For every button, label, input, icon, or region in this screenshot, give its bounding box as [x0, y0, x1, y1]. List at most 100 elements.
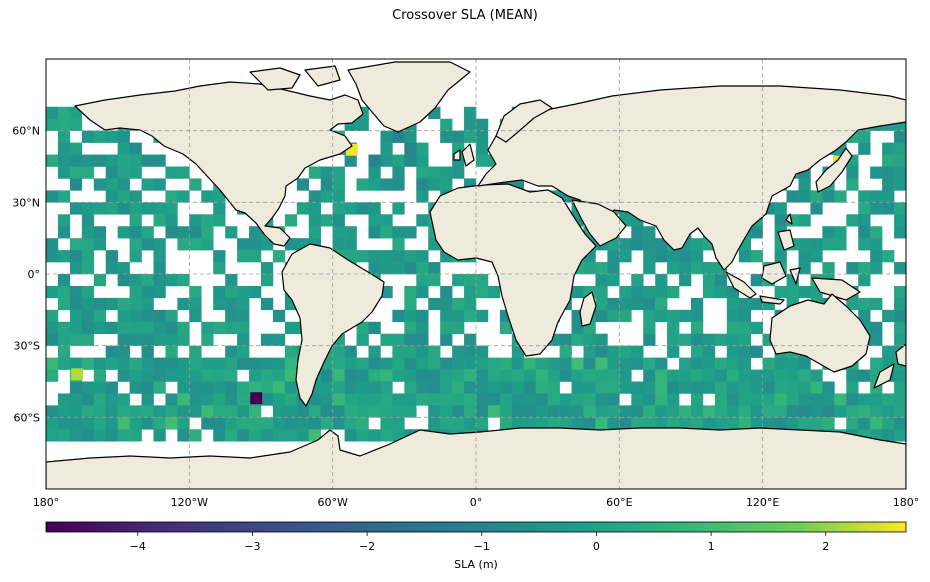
sla-cell — [726, 357, 740, 370]
sla-cell — [882, 154, 895, 167]
sla-cell — [356, 369, 369, 382]
sla-cell — [691, 250, 704, 263]
sla-cell — [272, 250, 286, 263]
sla-cell — [237, 250, 250, 263]
sla-cell — [846, 297, 859, 311]
sla-cell — [105, 345, 118, 358]
sla-cell — [332, 226, 345, 239]
sla-cell — [464, 274, 477, 287]
sla-cell — [368, 357, 381, 370]
sla-cell — [487, 381, 501, 394]
sla-cell — [607, 262, 620, 275]
sla-cell — [583, 357, 596, 370]
sla-cell — [46, 118, 59, 131]
sla-cell — [261, 274, 274, 287]
sla-cell — [129, 285, 142, 299]
sla-cell — [774, 285, 787, 299]
sla-cell — [499, 405, 513, 418]
sla-cell — [619, 357, 632, 370]
sla-cell — [679, 309, 692, 323]
sla-cell — [511, 357, 525, 370]
sla-cell — [619, 345, 632, 358]
sla-cell — [428, 369, 441, 382]
sla-cell — [237, 238, 250, 251]
sla-cell — [846, 393, 859, 406]
sla-cell — [750, 369, 763, 382]
sla-cell — [356, 357, 369, 370]
sla-cell — [476, 154, 489, 167]
sla-cell — [834, 226, 847, 239]
sla-cell — [213, 285, 226, 299]
sla-cell — [416, 154, 429, 167]
sla-cell — [452, 357, 465, 370]
sla-cell — [332, 381, 345, 394]
sla-cell — [870, 202, 883, 215]
sla-cell — [225, 321, 238, 335]
sla-cell — [559, 333, 572, 346]
sla-cell — [691, 309, 704, 323]
sla-cell — [738, 369, 752, 382]
sla-cell — [93, 393, 107, 406]
sla-cell — [93, 369, 107, 382]
sla-cell — [69, 142, 83, 155]
land-taiwan — [785, 213, 793, 225]
sla-cell — [691, 417, 704, 430]
sla-cell — [404, 154, 417, 167]
sla-cell — [452, 417, 465, 430]
sla-cell — [165, 274, 178, 287]
sla-cell — [153, 285, 166, 299]
sla-cell — [607, 250, 620, 263]
sla-cell — [368, 226, 381, 239]
sla-cell — [46, 405, 59, 418]
sla-cell — [679, 369, 692, 382]
sla-cell — [595, 381, 608, 394]
sla-cell — [69, 381, 83, 394]
sla-cell — [595, 333, 608, 346]
sla-cell — [607, 357, 620, 370]
sla-cell — [404, 226, 417, 239]
sla-cell — [296, 429, 310, 442]
sla-cell — [726, 333, 740, 346]
sla-cell — [476, 118, 489, 131]
sla-cell — [583, 369, 596, 382]
sla-cell — [249, 357, 262, 370]
sla-cell — [786, 405, 799, 418]
sla-cell — [129, 321, 142, 335]
sla-cell — [440, 285, 453, 299]
sla-cell — [416, 190, 429, 203]
sla-cell — [105, 297, 118, 311]
sla-cell — [81, 321, 95, 335]
sla-cell — [714, 405, 728, 418]
sla-cell — [750, 405, 763, 418]
sla-cell — [117, 274, 130, 287]
sla-cell — [129, 142, 142, 155]
sla-cell — [69, 321, 83, 335]
sla-cell — [822, 381, 835, 394]
sla-cell — [798, 393, 811, 406]
sla-cell — [595, 274, 608, 287]
sla-cell — [810, 250, 823, 263]
sla-cell — [368, 262, 381, 275]
sla-cell — [428, 166, 441, 179]
sla-cell — [798, 262, 811, 275]
sla-cell — [416, 381, 429, 394]
sla-cell — [858, 190, 871, 203]
sla-cell — [165, 369, 178, 382]
sla-cell — [177, 297, 190, 311]
sla-cell — [607, 297, 620, 311]
sla-cell — [499, 321, 513, 335]
sla-cell — [81, 285, 95, 299]
sla-cell — [81, 262, 95, 275]
sla-cell — [476, 285, 489, 299]
sla-cell — [631, 357, 644, 370]
sla-cell — [284, 321, 298, 335]
sla-cell — [691, 345, 704, 358]
sla-cell — [308, 393, 322, 406]
sla-cell — [225, 381, 238, 394]
sla-cell — [69, 417, 83, 430]
sla-cell — [619, 285, 632, 299]
sla-cell — [237, 405, 250, 418]
sla-cell — [404, 405, 417, 418]
sla-cell — [141, 285, 154, 299]
sla-cell — [476, 417, 489, 430]
